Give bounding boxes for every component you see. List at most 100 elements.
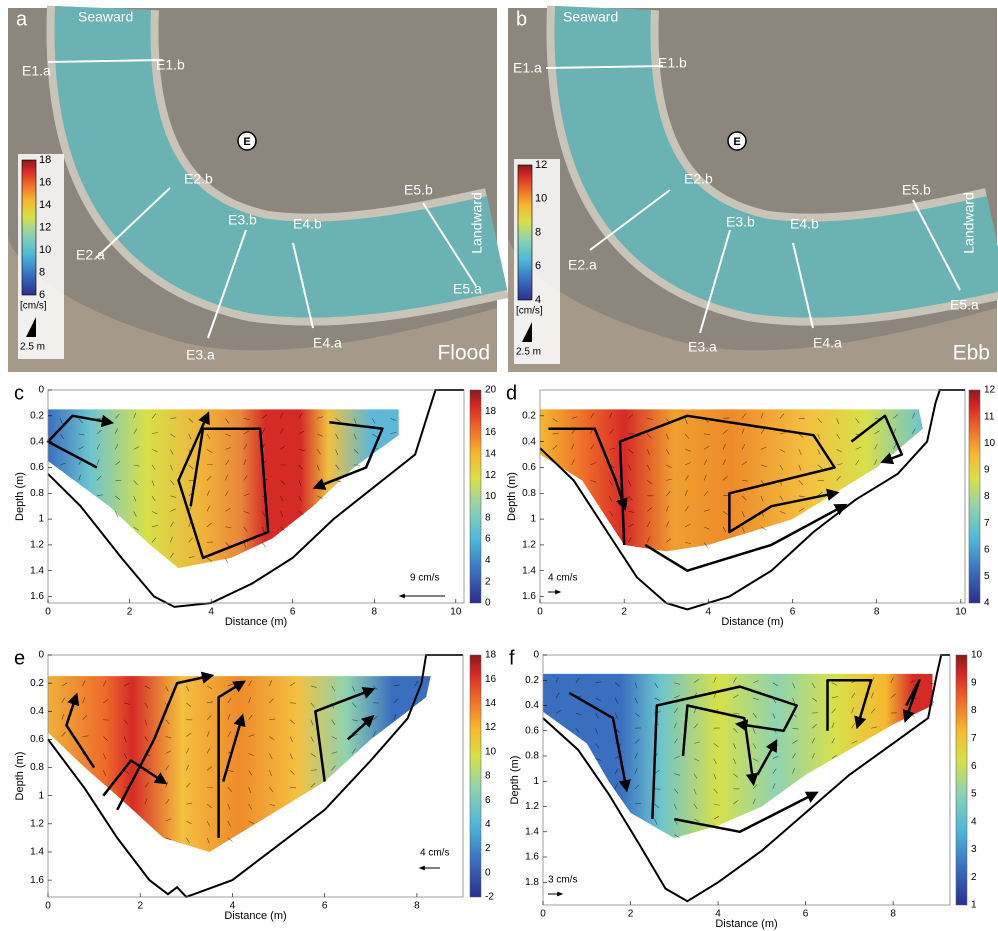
map-label: E5.b — [404, 182, 433, 198]
colorbar-tick-label: 18 — [39, 154, 51, 166]
colorbar-tick-label: 6 — [39, 289, 45, 301]
colorbar-tick-label: 12 — [535, 159, 547, 171]
panel-letter: b — [516, 8, 527, 30]
x-tick-label: 8 — [371, 607, 377, 618]
colorbar-tick-label: 12 — [39, 221, 51, 233]
colorbar-tick-label: 4 — [535, 294, 541, 306]
panel-letter: e — [14, 647, 25, 669]
colorbar-tick-label: 10 — [485, 491, 497, 502]
y-tick-label: 0 — [38, 650, 44, 661]
map-label: E1.a — [22, 63, 51, 79]
scale-label: 2.5 m — [516, 347, 541, 358]
y-tick-label: 1 — [530, 514, 536, 525]
x-tick-label: 6 — [790, 607, 796, 618]
colorbar-tick-label: 9 — [984, 465, 990, 476]
y-tick-label: 0.2 — [30, 678, 44, 689]
y-tick-label: 1 — [38, 514, 44, 525]
x-tick-label: 10 — [955, 607, 967, 618]
tide-label: Flood — [437, 342, 490, 365]
map-label: E2.b — [684, 171, 713, 187]
colorbar — [956, 655, 967, 905]
colorbar-tick-label: 5 — [984, 571, 990, 582]
y-tick-label: 0.4 — [522, 436, 536, 447]
colorbar-tick-label: 12 — [984, 385, 996, 396]
colorbar-tick-label: 16 — [485, 427, 497, 438]
y-tick-label: 0.8 — [525, 751, 539, 762]
x-axis-label: Distance (m) — [721, 616, 783, 628]
colorbar-tick-label: 14 — [485, 698, 497, 709]
map-label: E4.b — [790, 216, 819, 232]
colorbar-tick-label: 18 — [485, 406, 497, 417]
y-tick-label: 0.8 — [30, 762, 44, 773]
y-tick-label: 1 — [38, 790, 44, 801]
y-tick-label: 0.4 — [525, 700, 539, 711]
y-tick-label: 0.8 — [30, 488, 44, 499]
tide-label: Ebb — [953, 342, 990, 365]
colorbar — [470, 390, 481, 603]
y-tick-label: 0.4 — [30, 436, 44, 447]
map-label: Landward — [469, 192, 485, 254]
colorbar-tick-label: 7 — [971, 733, 977, 744]
colorbar-unit: [cm/s] — [516, 306, 543, 317]
colorbar — [518, 165, 532, 300]
x-tick-label: 0 — [540, 909, 546, 920]
x-tick-label: 0 — [537, 607, 543, 618]
vector-scale-label: 4 cm/s — [548, 573, 577, 584]
colorbar-tick-label: 6 — [485, 534, 491, 545]
y-tick-label: 1.2 — [30, 540, 44, 551]
y-tick-label: 0.2 — [522, 410, 536, 421]
y-axis-label: Depth (m) — [14, 752, 26, 801]
y-axis-label: Depth (m) — [14, 472, 26, 521]
colorbar-tick-label: 18 — [485, 650, 497, 661]
y-tick-label: 1.8 — [525, 877, 539, 888]
colorbar-tick-label: 14 — [39, 199, 51, 211]
x-tick-label: 8 — [874, 607, 880, 618]
colorbar-tick-label: 12 — [485, 470, 497, 481]
colorbar-tick-label: 16 — [485, 674, 497, 685]
y-tick-label: 0 — [38, 385, 44, 396]
vector-scale-label: 9 cm/s — [410, 573, 439, 584]
y-tick-label: 1.6 — [522, 591, 536, 602]
colorbar-tick-label: 8 — [39, 266, 45, 278]
x-tick-label: 6 — [322, 901, 328, 912]
map-label: E2.a — [76, 247, 105, 263]
colorbar-tick-label: 11 — [984, 411, 995, 422]
colorbar-tick-label: 6 — [535, 260, 541, 272]
velocity-field — [48, 676, 431, 852]
colorbar-tick-label: 3 — [971, 844, 977, 855]
vector-scale-label: 3 cm/s — [548, 875, 577, 886]
map-label: E4.a — [813, 335, 842, 351]
colorbar-tick-label: 6 — [485, 795, 491, 806]
y-tick-label: 1.4 — [30, 847, 44, 858]
colorbar-tick-label: 0 — [485, 598, 491, 609]
map-label: E1.b — [658, 55, 687, 71]
y-tick-label: 0.6 — [30, 462, 44, 473]
map-label: E3.a — [688, 339, 717, 355]
site-label: E — [733, 136, 740, 148]
colorbar-tick-label: 1 — [971, 900, 977, 911]
colorbar-tick-label: 8 — [535, 226, 541, 238]
map-label: Seaward — [78, 9, 133, 25]
map-label: Landward — [961, 192, 977, 254]
colorbar-tick-label: 2 — [971, 872, 977, 883]
y-axis-label: Depth (m) — [506, 472, 518, 521]
panel-letter: a — [16, 8, 28, 30]
figure: aSeawardE1.aE1.bEE2.bE2.aE3.bE4.bE5.bE5.… — [0, 0, 998, 931]
colorbar-tick-label: 20 — [485, 385, 497, 396]
map-label: E5.a — [950, 297, 979, 313]
y-tick-label: 1.4 — [525, 826, 539, 837]
y-tick-label: 1.4 — [522, 565, 536, 576]
colorbar-tick-label: 10 — [39, 244, 51, 256]
vector-scale-label: 4 cm/s — [420, 848, 449, 859]
colorbar-tick-label: 8 — [984, 491, 990, 502]
colorbar-tick-label: 4 — [971, 816, 977, 827]
x-axis-label: Distance (m) — [224, 910, 286, 922]
map-label: E2.b — [184, 171, 213, 187]
colorbar — [470, 655, 481, 897]
colorbar-tick-label: 12 — [485, 722, 497, 733]
colorbar-tick-label: 2 — [485, 576, 491, 587]
colorbar-tick-label: 10 — [984, 438, 996, 449]
colorbar-unit: [cm/s] — [20, 301, 47, 312]
colorbar-tick-label: 4 — [485, 555, 491, 566]
